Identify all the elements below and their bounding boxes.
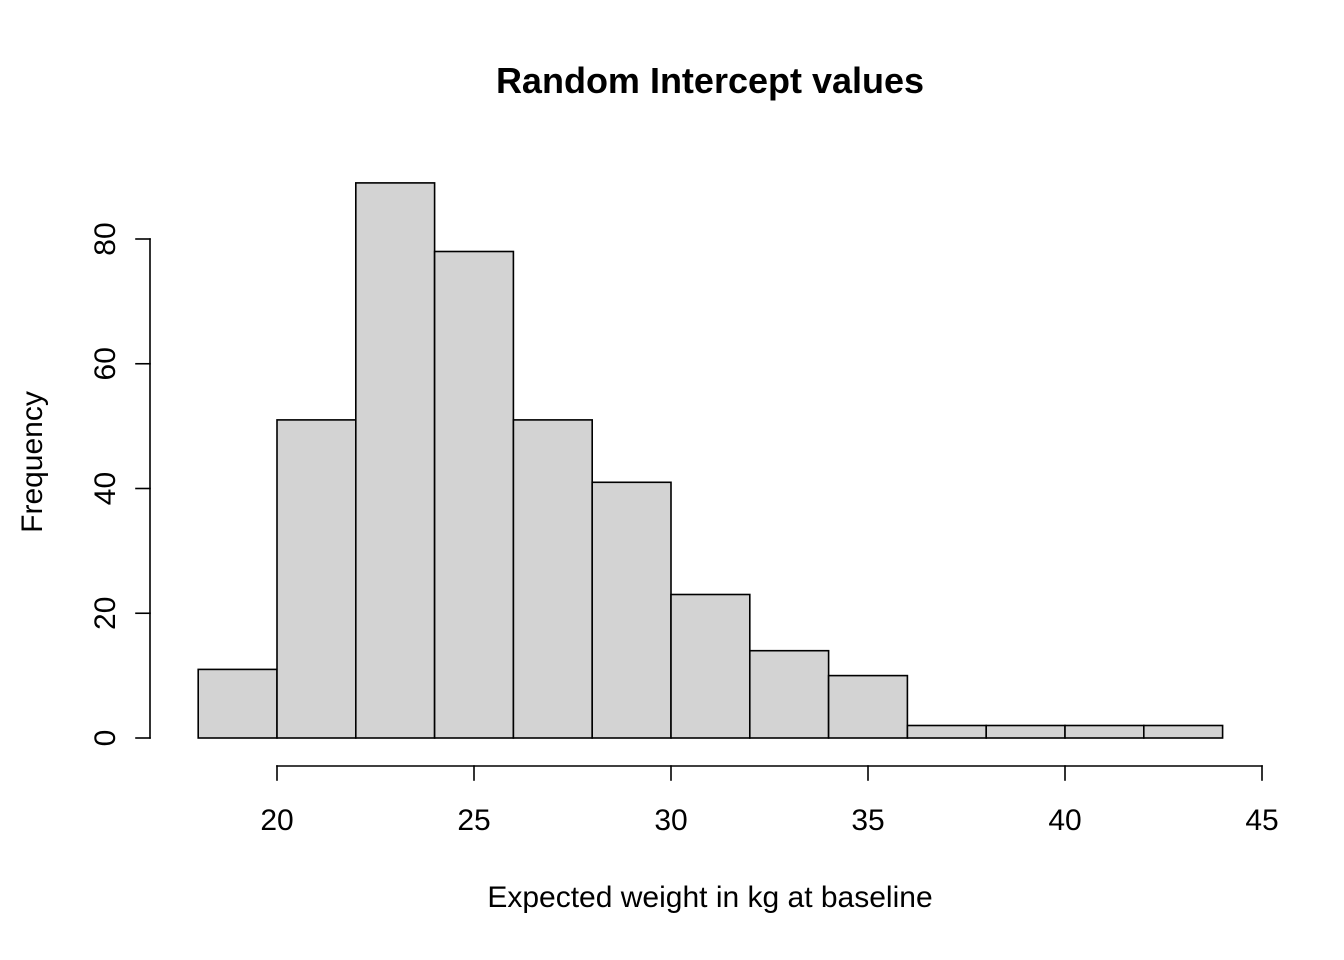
y-tick-label: 60 <box>89 347 122 380</box>
y-tick-label: 0 <box>89 730 122 747</box>
x-tick-label: 35 <box>851 804 884 837</box>
histogram-bar <box>591 481 672 739</box>
y-tick-label: 40 <box>89 472 122 505</box>
x-tick-label: 40 <box>1048 804 1081 837</box>
x-tick-label: 25 <box>457 804 490 837</box>
histogram-bar <box>1143 724 1224 739</box>
histogram-bar <box>276 419 357 739</box>
bars-group <box>197 182 1224 739</box>
y-axis: 0 20 40 60 80 <box>89 222 151 747</box>
x-tick-label: 45 <box>1245 804 1278 837</box>
x-axis-label: Expected weight in kg at baseline <box>487 881 932 914</box>
histogram-bar <box>670 593 751 739</box>
x-axis: 20 25 30 35 40 45 <box>260 765 1279 837</box>
histogram-bar <box>827 674 909 739</box>
x-tick-label: 30 <box>654 804 687 837</box>
x-tick-label: 20 <box>260 804 293 837</box>
y-axis-label: Frequency <box>16 391 49 533</box>
histogram-bar <box>906 724 988 739</box>
y-tick-label: 20 <box>89 597 122 630</box>
y-tick-label: 80 <box>89 222 122 255</box>
chart-title: Random Intercept values <box>496 60 924 101</box>
histogram-bar <box>197 668 278 739</box>
histogram-bar <box>512 419 594 739</box>
histogram-bar <box>748 649 830 739</box>
histogram-bar <box>1064 724 1145 739</box>
histogram-bar <box>433 250 515 739</box>
histogram-bar <box>985 724 1066 739</box>
histogram-bar <box>354 182 436 739</box>
